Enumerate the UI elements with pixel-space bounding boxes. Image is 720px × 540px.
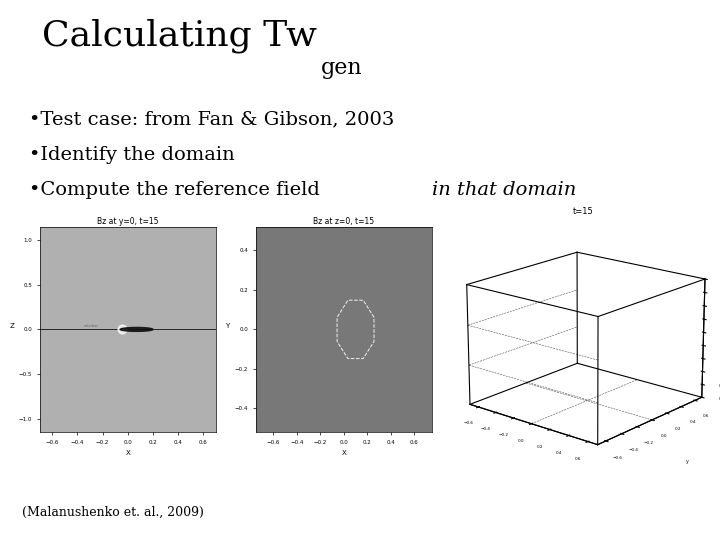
Y-axis label: Y: Y bbox=[225, 323, 230, 329]
Text: •Test case: from Fan & Gibson, 2003: •Test case: from Fan & Gibson, 2003 bbox=[29, 111, 394, 129]
Text: colorbar: colorbar bbox=[84, 323, 99, 328]
Title: t=15: t=15 bbox=[573, 207, 593, 216]
Title: Bz at y=0, t=15: Bz at y=0, t=15 bbox=[97, 217, 158, 226]
X-axis label: X: X bbox=[341, 450, 346, 456]
Title: Bz at z=0, t=15: Bz at z=0, t=15 bbox=[313, 217, 374, 226]
Text: (Malanushenko et. al., 2009): (Malanushenko et. al., 2009) bbox=[22, 505, 204, 518]
Text: •Compute the reference field: •Compute the reference field bbox=[29, 181, 326, 199]
Text: in that domain: in that domain bbox=[432, 181, 576, 199]
Text: Calculating Tw: Calculating Tw bbox=[42, 19, 317, 53]
Y-axis label: Z: Z bbox=[9, 323, 14, 329]
Y-axis label: y: y bbox=[685, 459, 688, 464]
X-axis label: X: X bbox=[125, 450, 130, 456]
Text: gen: gen bbox=[320, 57, 362, 79]
Text: •Identify the domain: •Identify the domain bbox=[29, 146, 235, 164]
Polygon shape bbox=[120, 327, 153, 332]
Point bbox=[116, 325, 127, 334]
